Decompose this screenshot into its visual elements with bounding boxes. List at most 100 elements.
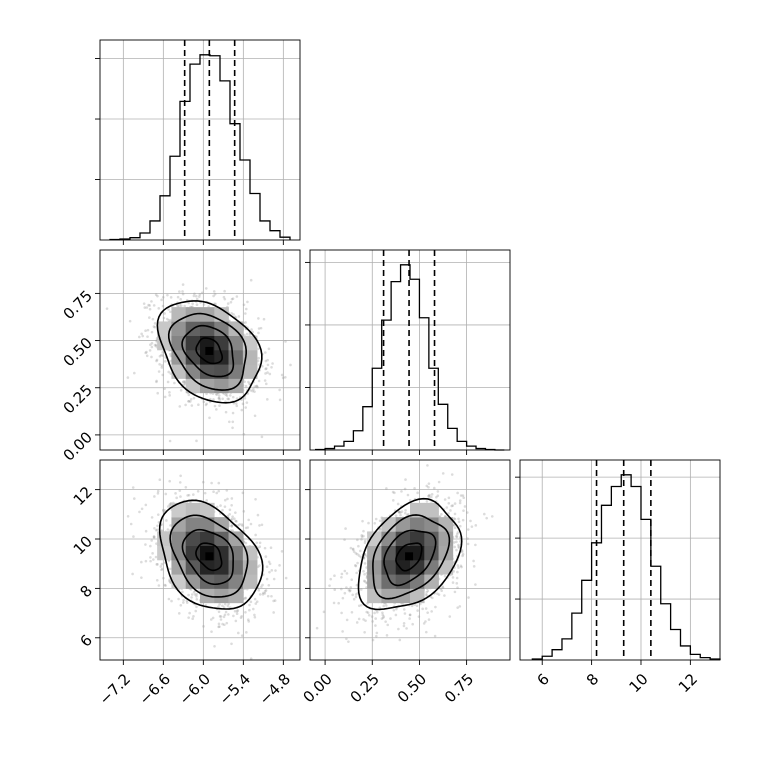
density-cell bbox=[228, 574, 244, 589]
sample-point bbox=[212, 294, 215, 298]
sample-point bbox=[184, 485, 188, 489]
sample-point bbox=[168, 394, 171, 397]
sample-point bbox=[195, 297, 199, 301]
sample-point bbox=[168, 567, 172, 571]
sample-point bbox=[195, 303, 199, 306]
sample-point bbox=[463, 505, 467, 508]
panel-frame bbox=[99, 459, 301, 661]
sample-point bbox=[415, 604, 419, 608]
sample-point bbox=[226, 302, 230, 305]
sample-point bbox=[179, 603, 183, 607]
sample-point bbox=[347, 588, 351, 592]
sample-point bbox=[253, 385, 257, 388]
sample-point bbox=[341, 630, 344, 633]
sample-point bbox=[156, 513, 160, 516]
sample-point bbox=[357, 604, 361, 608]
sample-point bbox=[436, 494, 440, 497]
sample-point bbox=[160, 562, 164, 566]
sample-point bbox=[235, 397, 239, 400]
sample-point bbox=[234, 519, 237, 523]
sample-point bbox=[367, 613, 371, 617]
sample-point bbox=[257, 588, 261, 592]
sample-point bbox=[235, 402, 238, 405]
sample-point bbox=[261, 364, 264, 368]
sample-point bbox=[455, 576, 459, 580]
sample-point bbox=[434, 605, 437, 609]
sample-point bbox=[192, 294, 196, 298]
sample-point bbox=[166, 293, 169, 297]
sample-point bbox=[440, 513, 443, 516]
sample-point bbox=[345, 637, 348, 641]
sample-point bbox=[162, 576, 165, 580]
sample-point bbox=[166, 505, 170, 508]
sample-point bbox=[460, 550, 464, 553]
sample-point bbox=[378, 527, 382, 531]
sample-point bbox=[148, 316, 151, 319]
sample-point bbox=[195, 595, 198, 598]
sample-point bbox=[157, 370, 161, 373]
sample-point bbox=[458, 501, 462, 505]
density-cell bbox=[228, 350, 244, 365]
sample-point bbox=[272, 599, 275, 603]
sample-point bbox=[141, 334, 145, 338]
sample-point bbox=[249, 389, 252, 392]
sample-point bbox=[230, 503, 233, 507]
sample-point bbox=[218, 603, 221, 606]
sample-point bbox=[140, 332, 143, 336]
sample-point bbox=[192, 396, 196, 400]
sample-point bbox=[447, 512, 450, 515]
sample-point bbox=[173, 381, 176, 385]
sample-point bbox=[192, 493, 195, 496]
sample-point bbox=[154, 293, 158, 296]
density-cell bbox=[185, 517, 201, 532]
sample-point bbox=[363, 630, 366, 634]
sample-point bbox=[235, 404, 239, 408]
sample-point bbox=[345, 586, 348, 589]
density-cell bbox=[157, 321, 172, 337]
sample-point bbox=[255, 384, 258, 388]
sample-point bbox=[365, 610, 369, 614]
sample-point bbox=[208, 416, 211, 420]
sample-point bbox=[384, 604, 388, 607]
sample-point bbox=[244, 307, 248, 311]
sample-point bbox=[425, 500, 429, 503]
sample-point bbox=[417, 615, 421, 618]
sample-point bbox=[397, 510, 401, 514]
sample-point bbox=[447, 501, 451, 505]
sample-point bbox=[256, 565, 260, 569]
sample-point bbox=[451, 576, 455, 579]
sample-point bbox=[270, 594, 273, 598]
sample-point bbox=[197, 295, 201, 298]
sample-point bbox=[381, 613, 385, 617]
sample-point bbox=[337, 601, 340, 605]
sample-point bbox=[166, 380, 170, 384]
sample-point bbox=[404, 511, 407, 515]
sample-point bbox=[265, 565, 269, 569]
sample-point bbox=[142, 302, 146, 305]
contour-level-3 bbox=[156, 300, 263, 404]
sample-point bbox=[354, 564, 357, 567]
density-cell bbox=[185, 531, 201, 547]
density-cell bbox=[214, 531, 229, 547]
sample-point bbox=[179, 297, 182, 301]
sample-point bbox=[455, 540, 458, 544]
sample-point bbox=[269, 546, 273, 550]
sample-point bbox=[204, 403, 208, 407]
sample-point bbox=[151, 552, 154, 555]
sample-point bbox=[144, 559, 148, 563]
sample-point bbox=[427, 494, 431, 498]
sample-point bbox=[165, 519, 168, 522]
sample-point bbox=[352, 550, 356, 553]
sample-point bbox=[347, 640, 350, 643]
sample-point bbox=[362, 618, 365, 621]
sample-point bbox=[228, 512, 231, 516]
sample-point bbox=[461, 554, 464, 558]
sample-point bbox=[459, 494, 463, 497]
sample-point bbox=[407, 513, 410, 516]
sample-point bbox=[232, 614, 235, 618]
sample-point bbox=[457, 543, 460, 547]
sample-point bbox=[460, 565, 463, 569]
sample-point bbox=[153, 495, 156, 498]
sample-point bbox=[219, 504, 222, 507]
sample-point bbox=[343, 569, 347, 573]
